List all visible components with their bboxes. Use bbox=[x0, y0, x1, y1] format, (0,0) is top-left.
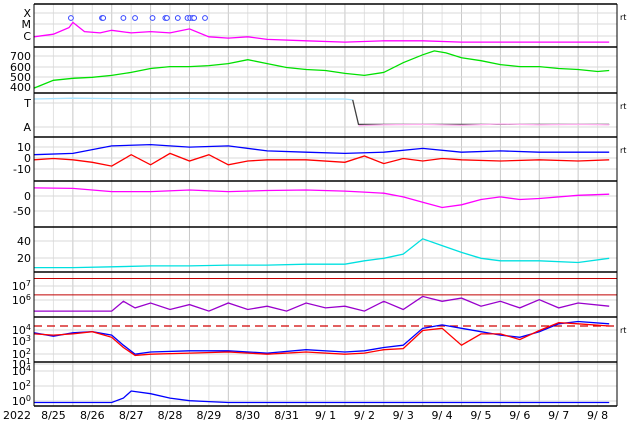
y-tick-label: 106 bbox=[12, 293, 31, 307]
x-tick-label: 9/ 2 bbox=[354, 409, 375, 422]
right-marker-label: rt bbox=[620, 13, 626, 22]
y-tick-label: 10 bbox=[17, 141, 31, 154]
flare-marker bbox=[100, 15, 107, 21]
y-tick-label: 400 bbox=[10, 81, 31, 94]
flare-marker bbox=[164, 15, 170, 21]
flare-marker bbox=[68, 15, 74, 21]
y-tick-label: A bbox=[23, 121, 31, 134]
y-tick-label: 103 bbox=[12, 334, 31, 348]
x-tick-label: 8/25 bbox=[41, 409, 66, 422]
series-line-p3-0 bbox=[33, 143, 610, 156]
grid-lines bbox=[33, 4, 618, 406]
series-line-p4-0 bbox=[33, 187, 610, 209]
series-line-p8-0 bbox=[34, 390, 610, 404]
x-tick-label: 8/31 bbox=[274, 409, 299, 422]
series-line-p5-0 bbox=[34, 238, 610, 269]
series-line-p2-2 bbox=[358, 123, 610, 127]
y-tick-label: 700 bbox=[10, 50, 31, 63]
flare-marker bbox=[174, 15, 181, 21]
y-tick-label: -10 bbox=[13, 163, 31, 176]
y-tick-label: 40 bbox=[17, 235, 31, 248]
x-tick-label: 9/ 4 bbox=[431, 409, 452, 422]
x-tick-label: 9/ 5 bbox=[470, 409, 491, 422]
series-line-p2-0 bbox=[33, 97, 353, 101]
y-tick-label: 101 bbox=[12, 357, 31, 371]
y-tick-label: 100 bbox=[12, 394, 31, 408]
flare-marker bbox=[132, 15, 138, 21]
x-axis: 8/25 8/26 8/27 8/28 8/29 8/30 8/31 9/ 1 9/ 2 9/ 3… bbox=[3, 409, 608, 422]
y-tick-label: 102 bbox=[12, 347, 31, 361]
x-tick-label: 9/ 3 bbox=[393, 409, 414, 422]
x-tick-label: 8/28 bbox=[158, 409, 183, 422]
y-tick-label: 104 bbox=[12, 364, 31, 378]
panel-p3: 100-10 rt bbox=[13, 136, 626, 176]
y-tick-label: C bbox=[23, 30, 31, 43]
y-tick-label: 0 bbox=[24, 190, 31, 203]
x-tick-label: 8/29 bbox=[197, 409, 222, 422]
panel-p4: 0-50 bbox=[13, 180, 617, 218]
series-line-p1-0 bbox=[33, 50, 610, 89]
x-tick-label: 9/ 6 bbox=[509, 409, 530, 422]
y-tick-label: 107 bbox=[12, 279, 31, 293]
series-line-p7-0 bbox=[33, 320, 610, 355]
flare-marker bbox=[149, 15, 156, 21]
right-marker-label: rt bbox=[620, 326, 626, 335]
series-line-p0-0 bbox=[33, 21, 610, 43]
series-line-p3-1 bbox=[33, 152, 610, 167]
x-tick-label: 8/26 bbox=[80, 409, 105, 422]
y-tick-label: 20 bbox=[17, 252, 31, 265]
y-tick-label: 600 bbox=[10, 61, 31, 74]
y-tick-label: M bbox=[22, 18, 32, 31]
y-tick-label: 102 bbox=[12, 379, 31, 393]
y-tick-label: 500 bbox=[10, 71, 31, 84]
flare-marker bbox=[120, 15, 127, 21]
year-label: 2022 bbox=[3, 409, 31, 422]
y-tick-label: 0 bbox=[24, 152, 31, 165]
x-tick-label: 9/ 8 bbox=[587, 409, 608, 422]
right-marker-label: rt bbox=[620, 102, 626, 111]
x-tick-label: 9/ 1 bbox=[315, 409, 336, 422]
y-tick-label: T bbox=[23, 97, 31, 110]
y-tick-label: 104 bbox=[12, 323, 31, 337]
flare-marker bbox=[202, 15, 208, 21]
series-line-p7-1 bbox=[33, 321, 610, 357]
x-tick-label: 8/30 bbox=[235, 409, 260, 422]
right-marker-label: rt bbox=[620, 146, 626, 155]
y-tick-label: -50 bbox=[13, 205, 31, 218]
y-tick-label: X bbox=[23, 7, 31, 20]
series-line-p6-0 bbox=[34, 295, 610, 312]
x-tick-label: 9/ 7 bbox=[548, 409, 569, 422]
x-tick-label: 8/27 bbox=[119, 409, 144, 422]
flare-marker bbox=[191, 15, 198, 21]
